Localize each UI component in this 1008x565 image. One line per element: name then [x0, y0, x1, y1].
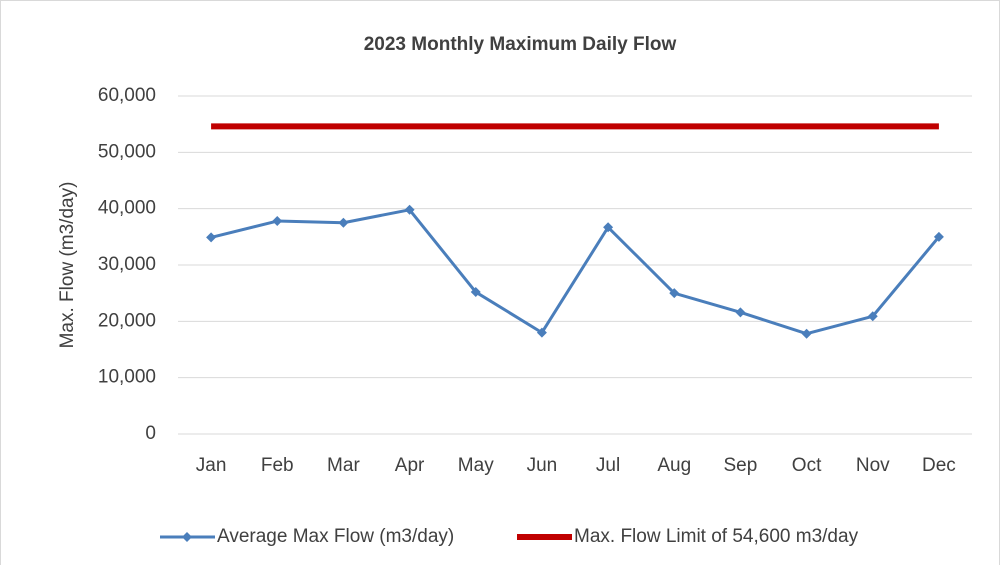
x-tick-label: Jan — [196, 455, 227, 476]
x-tick-label: Aug — [657, 455, 691, 476]
y-tick-label: 20,000 — [98, 310, 156, 331]
x-tick-label: Jul — [596, 455, 620, 476]
data-point — [404, 204, 415, 215]
x-tick-label: Dec — [922, 455, 956, 476]
data-point — [338, 217, 349, 228]
x-tick-label: Feb — [261, 455, 294, 476]
y-tick-label: 50,000 — [98, 141, 156, 162]
x-tick-label: May — [458, 455, 494, 476]
y-tick-label: 0 — [145, 423, 156, 444]
data-point — [735, 307, 746, 318]
legend-label: Average Max Flow (m3/day) — [217, 526, 454, 547]
x-tick-label: Mar — [327, 455, 360, 476]
y-axis-label: Max. Flow (m3/day) — [57, 182, 78, 349]
x-tick-label: Jun — [527, 455, 558, 476]
x-tick-label: Nov — [856, 455, 890, 476]
y-tick-label: 60,000 — [98, 85, 156, 106]
y-tick-label: 10,000 — [98, 367, 156, 388]
data-point — [272, 216, 283, 227]
legend-label: Max. Flow Limit of 54,600 m3/day — [574, 526, 859, 547]
legend-marker — [182, 532, 192, 542]
chart-title: 2023 Monthly Maximum Daily Flow — [364, 34, 677, 55]
y-tick-label: 30,000 — [98, 254, 156, 275]
data-point — [536, 327, 547, 338]
y-tick-label: 40,000 — [98, 198, 156, 219]
x-tick-label: Apr — [395, 455, 425, 476]
data-point — [603, 222, 614, 233]
x-tick-label: Sep — [724, 455, 758, 476]
data-point — [206, 232, 217, 243]
x-tick-label: Oct — [792, 455, 822, 476]
data-point — [933, 231, 944, 242]
series-line — [210, 208, 941, 336]
data-point — [867, 311, 878, 322]
data-point — [470, 287, 481, 298]
data-point — [669, 288, 680, 299]
data-point — [801, 328, 812, 339]
